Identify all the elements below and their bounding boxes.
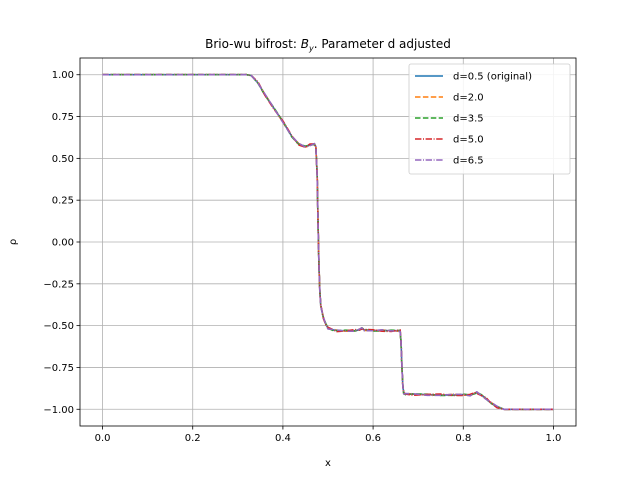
- title-plain: Brio-wu bifrost:: [205, 37, 301, 51]
- plot-area: [102, 73, 554, 411]
- legend-label-2: d=3.5: [453, 114, 484, 125]
- y-tick-label: −0.25: [43, 279, 74, 290]
- axis-ticks: 0.0 0.2 0.4 0.6 0.8 1.0 1.00 0.75 0.50 0.25 0.00 −0…: [43, 70, 561, 444]
- y-tick-label: 0.00: [52, 238, 74, 249]
- legend-box: [408, 63, 571, 175]
- title-math-sub: y: [308, 44, 314, 53]
- x-tick-label: 0.4: [275, 433, 291, 444]
- y-tick-label: 0.25: [52, 196, 74, 207]
- x-tick-label: 0.6: [365, 433, 381, 444]
- y-axis-label: ρ: [8, 239, 19, 245]
- x-tick-label: 0.8: [455, 433, 471, 444]
- y-tick-label: 0.50: [52, 154, 74, 165]
- y-tick-label: −0.75: [43, 363, 74, 374]
- title-rest: . Parameter d adjusted: [314, 37, 451, 51]
- legend: d=0.5 (original) d=2.0 d=3.5 d=5.0 d=6.5: [408, 63, 571, 175]
- y-tick-label: −1.00: [43, 405, 74, 416]
- y-tick-label: 0.75: [52, 112, 74, 123]
- title-math-base: B: [301, 37, 309, 51]
- x-axis-label: x: [325, 458, 331, 469]
- x-tick-label: 1.0: [546, 433, 562, 444]
- x-tick-label: 0.0: [95, 433, 111, 444]
- legend-label-4: d=6.5: [453, 156, 484, 167]
- legend-label-3: d=5.0: [453, 135, 484, 146]
- x-tick-label: 0.2: [185, 433, 201, 444]
- series-line-4: [102, 73, 554, 411]
- y-tick-label: 1.00: [52, 70, 74, 81]
- chart-title: Brio-wu bifrost: By. Parameter d adjuste…: [205, 37, 451, 53]
- legend-label-1: d=2.0: [453, 93, 484, 104]
- y-tick-label: −0.50: [43, 321, 74, 332]
- legend-label-0: d=0.5 (original): [453, 72, 532, 83]
